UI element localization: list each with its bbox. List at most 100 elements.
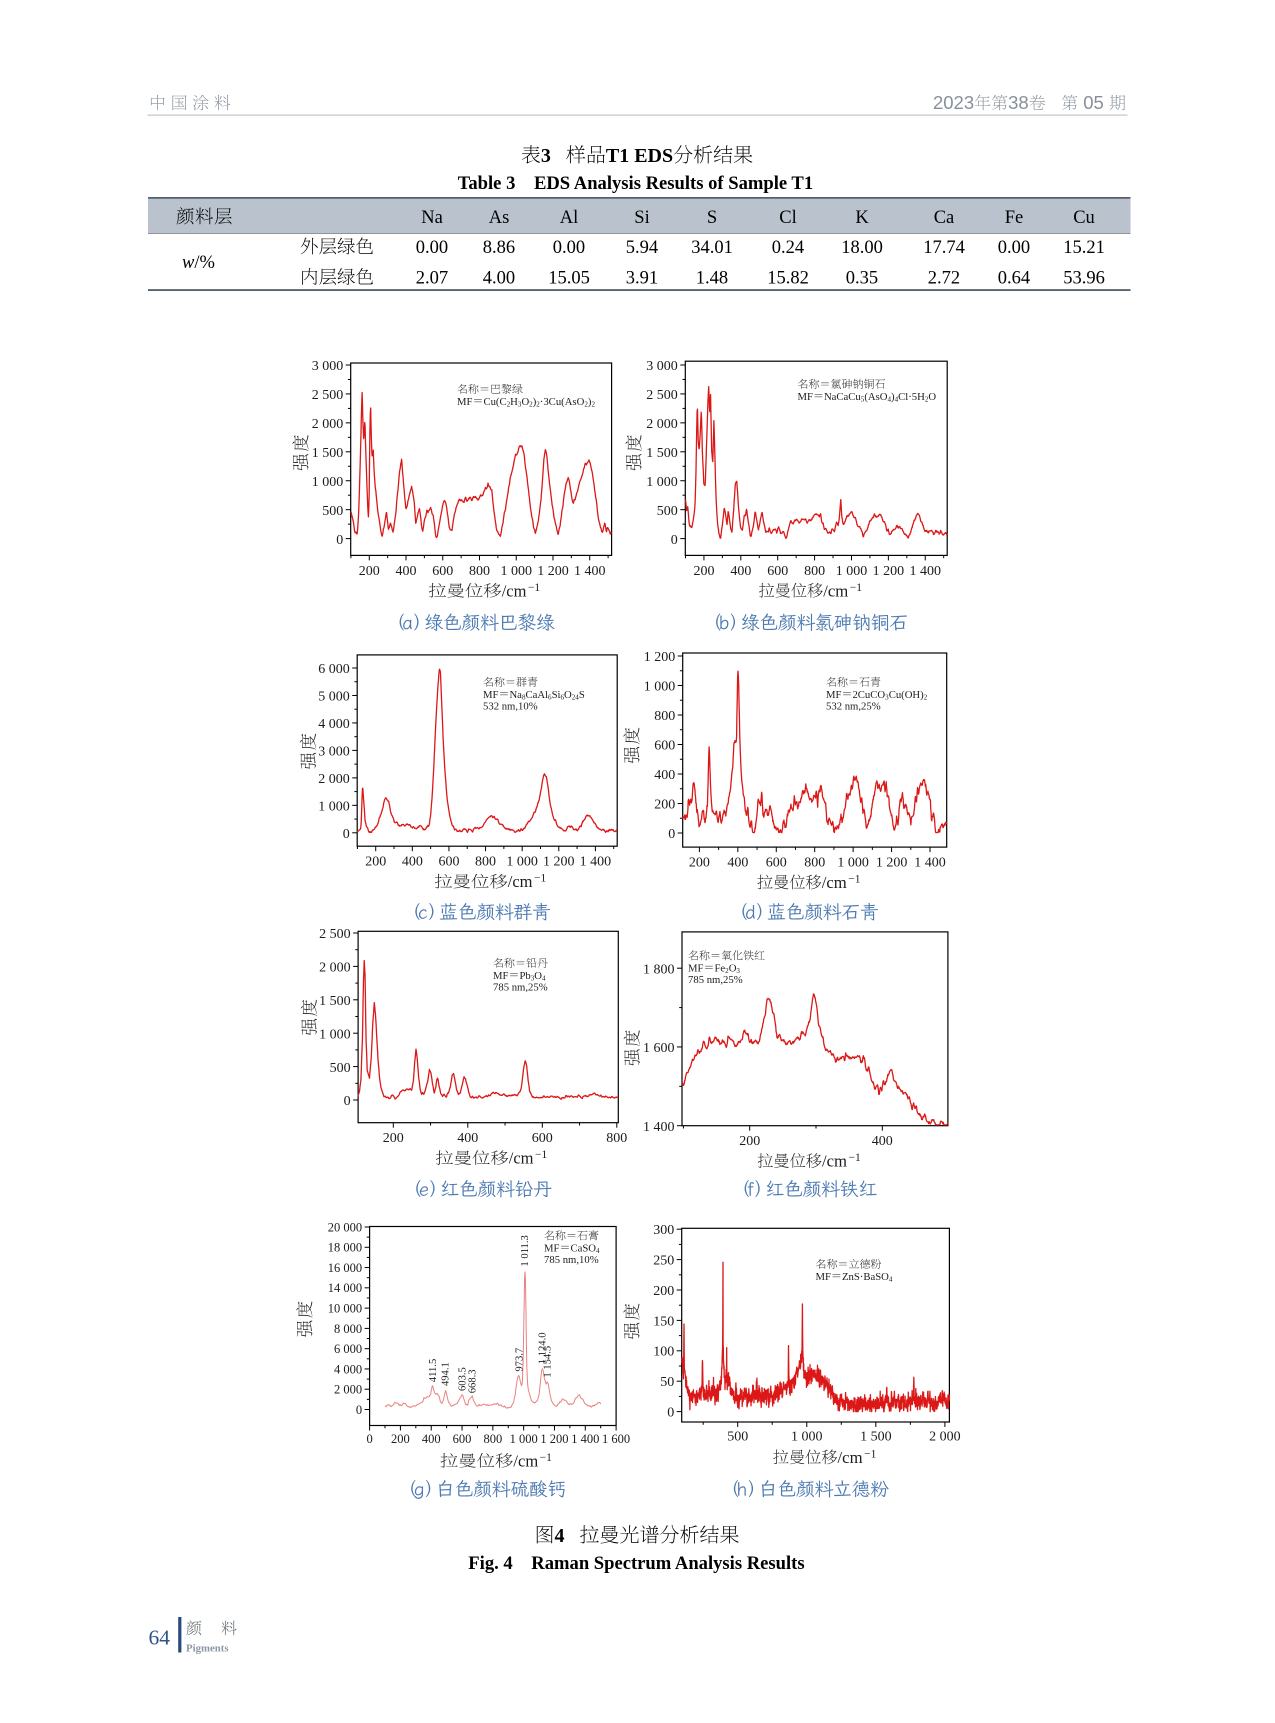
svg-text:1 200: 1 200 — [644, 650, 676, 665]
svg-text:2.07: 2.07 — [416, 269, 448, 289]
svg-text:0.64: 0.64 — [998, 269, 1030, 289]
svg-text:0.00: 0.00 — [553, 238, 585, 258]
svg-text:600: 600 — [532, 1131, 553, 1146]
svg-text:Pigments: Pigments — [186, 1643, 229, 1655]
svg-text:As: As — [489, 208, 510, 228]
svg-text:2 500: 2 500 — [312, 388, 344, 403]
svg-text:K: K — [855, 208, 869, 228]
svg-text:2 000: 2 000 — [312, 417, 344, 432]
svg-text:8 000: 8 000 — [334, 1322, 362, 1336]
svg-text:64: 64 — [149, 1626, 171, 1650]
svg-text:2: 2 — [584, 401, 588, 409]
svg-text:ZnS·BaSO: ZnS·BaSO — [842, 1271, 889, 1283]
svg-text:2: 2 — [591, 401, 595, 409]
svg-text:800: 800 — [606, 1131, 627, 1146]
svg-text:1 400: 1 400 — [580, 855, 612, 870]
svg-text:1 000: 1 000 — [510, 1432, 538, 1446]
svg-text:1 400: 1 400 — [571, 1432, 599, 1446]
svg-text:800: 800 — [475, 855, 496, 870]
svg-text:6: 6 — [548, 694, 552, 702]
svg-text:0.00: 0.00 — [416, 238, 448, 258]
svg-text:15.82: 15.82 — [767, 269, 809, 289]
svg-text:600: 600 — [432, 564, 453, 579]
svg-text:20 000: 20 000 — [328, 1220, 362, 1234]
svg-text:0.35: 0.35 — [846, 269, 878, 289]
svg-text:MF: MF — [688, 962, 704, 974]
svg-text:MF: MF — [493, 970, 509, 982]
svg-text:17.74: 17.74 — [923, 238, 965, 258]
svg-text:Cl: Cl — [779, 208, 796, 228]
svg-text:973.7: 973.7 — [515, 1348, 526, 1372]
svg-text:2: 2 — [924, 694, 928, 702]
svg-text:2 000: 2 000 — [319, 961, 351, 976]
svg-text:34.01: 34.01 — [691, 238, 733, 258]
svg-text:0: 0 — [667, 1406, 674, 1421]
svg-text:S: S — [707, 208, 717, 228]
svg-text:1 000: 1 000 — [644, 680, 676, 695]
svg-text:200: 200 — [693, 564, 714, 579]
svg-text:8: 8 — [522, 694, 526, 702]
svg-text:/cm: /cm — [508, 872, 533, 891]
svg-text:): ) — [588, 396, 592, 408]
svg-text:MF: MF — [826, 689, 842, 701]
svg-text:16 000: 16 000 — [328, 1261, 362, 1275]
svg-text:4.00: 4.00 — [483, 269, 515, 289]
svg-text:4: 4 — [596, 1247, 600, 1255]
svg-text:3 000: 3 000 — [318, 745, 350, 760]
svg-text:500: 500 — [322, 504, 343, 519]
svg-text:/cm: /cm — [502, 581, 527, 600]
svg-text:494.1: 494.1 — [441, 1362, 452, 1386]
svg-text:2 000: 2 000 — [646, 417, 678, 432]
svg-text:400: 400 — [457, 1131, 478, 1146]
svg-text:600: 600 — [438, 855, 459, 870]
svg-text:5: 5 — [861, 396, 865, 404]
svg-text:2 500: 2 500 — [319, 927, 351, 942]
svg-text:2: 2 — [725, 967, 729, 975]
svg-text:0: 0 — [366, 1432, 372, 1446]
svg-text:400: 400 — [402, 855, 423, 870]
svg-text:0: 0 — [356, 1403, 362, 1417]
svg-text:8.86: 8.86 — [483, 238, 515, 258]
svg-text:38: 38 — [1008, 92, 1029, 113]
svg-text:5.94: 5.94 — [626, 238, 658, 258]
svg-text:532 nm,25%: 532 nm,25% — [826, 701, 881, 713]
svg-text:2 000: 2 000 — [334, 1383, 362, 1397]
svg-text:T1 EDS: T1 EDS — [606, 145, 673, 167]
svg-text:0: 0 — [344, 1094, 351, 1109]
svg-text:Fe: Fe — [1005, 208, 1024, 228]
svg-text:200: 200 — [653, 1284, 674, 1299]
svg-text:18 000: 18 000 — [328, 1241, 362, 1255]
svg-text:CaAl: CaAl — [525, 689, 548, 701]
svg-text:−1: −1 — [528, 582, 540, 594]
svg-text:10 000: 10 000 — [328, 1302, 362, 1316]
svg-text:3: 3 — [736, 967, 740, 975]
svg-text:200: 200 — [739, 1134, 760, 1149]
svg-text:2 000: 2 000 — [318, 772, 350, 787]
svg-text:O: O — [534, 970, 542, 982]
svg-text:O: O — [564, 689, 572, 701]
svg-text:600: 600 — [766, 856, 787, 871]
svg-text:·3Cu(AsO: ·3Cu(AsO — [540, 396, 585, 408]
svg-text:1 400: 1 400 — [643, 1120, 675, 1135]
svg-text:300: 300 — [653, 1223, 674, 1238]
svg-text:600: 600 — [654, 739, 675, 754]
svg-text:0: 0 — [671, 533, 678, 548]
svg-text:/cm: /cm — [822, 1152, 847, 1171]
svg-text:MF: MF — [544, 1242, 560, 1254]
svg-text:400: 400 — [872, 1134, 893, 1149]
svg-text:3 000: 3 000 — [646, 359, 678, 374]
svg-text:603.5: 603.5 — [458, 1367, 469, 1391]
svg-text:3: 3 — [531, 975, 535, 983]
svg-text:1 400: 1 400 — [909, 564, 941, 579]
svg-text:6 000: 6 000 — [318, 662, 350, 677]
svg-text:CaSO: CaSO — [570, 1242, 596, 1254]
svg-text:O: O — [729, 962, 737, 974]
svg-text:−1: −1 — [850, 582, 862, 594]
svg-text:600: 600 — [453, 1432, 472, 1446]
svg-text:1 500: 1 500 — [860, 1430, 892, 1445]
svg-text:1 500: 1 500 — [312, 446, 344, 461]
svg-text:−1: −1 — [864, 1449, 876, 1461]
svg-text:0.24: 0.24 — [772, 238, 804, 258]
svg-text:53.96: 53.96 — [1063, 269, 1105, 289]
svg-text:Cl·5H: Cl·5H — [898, 391, 925, 403]
